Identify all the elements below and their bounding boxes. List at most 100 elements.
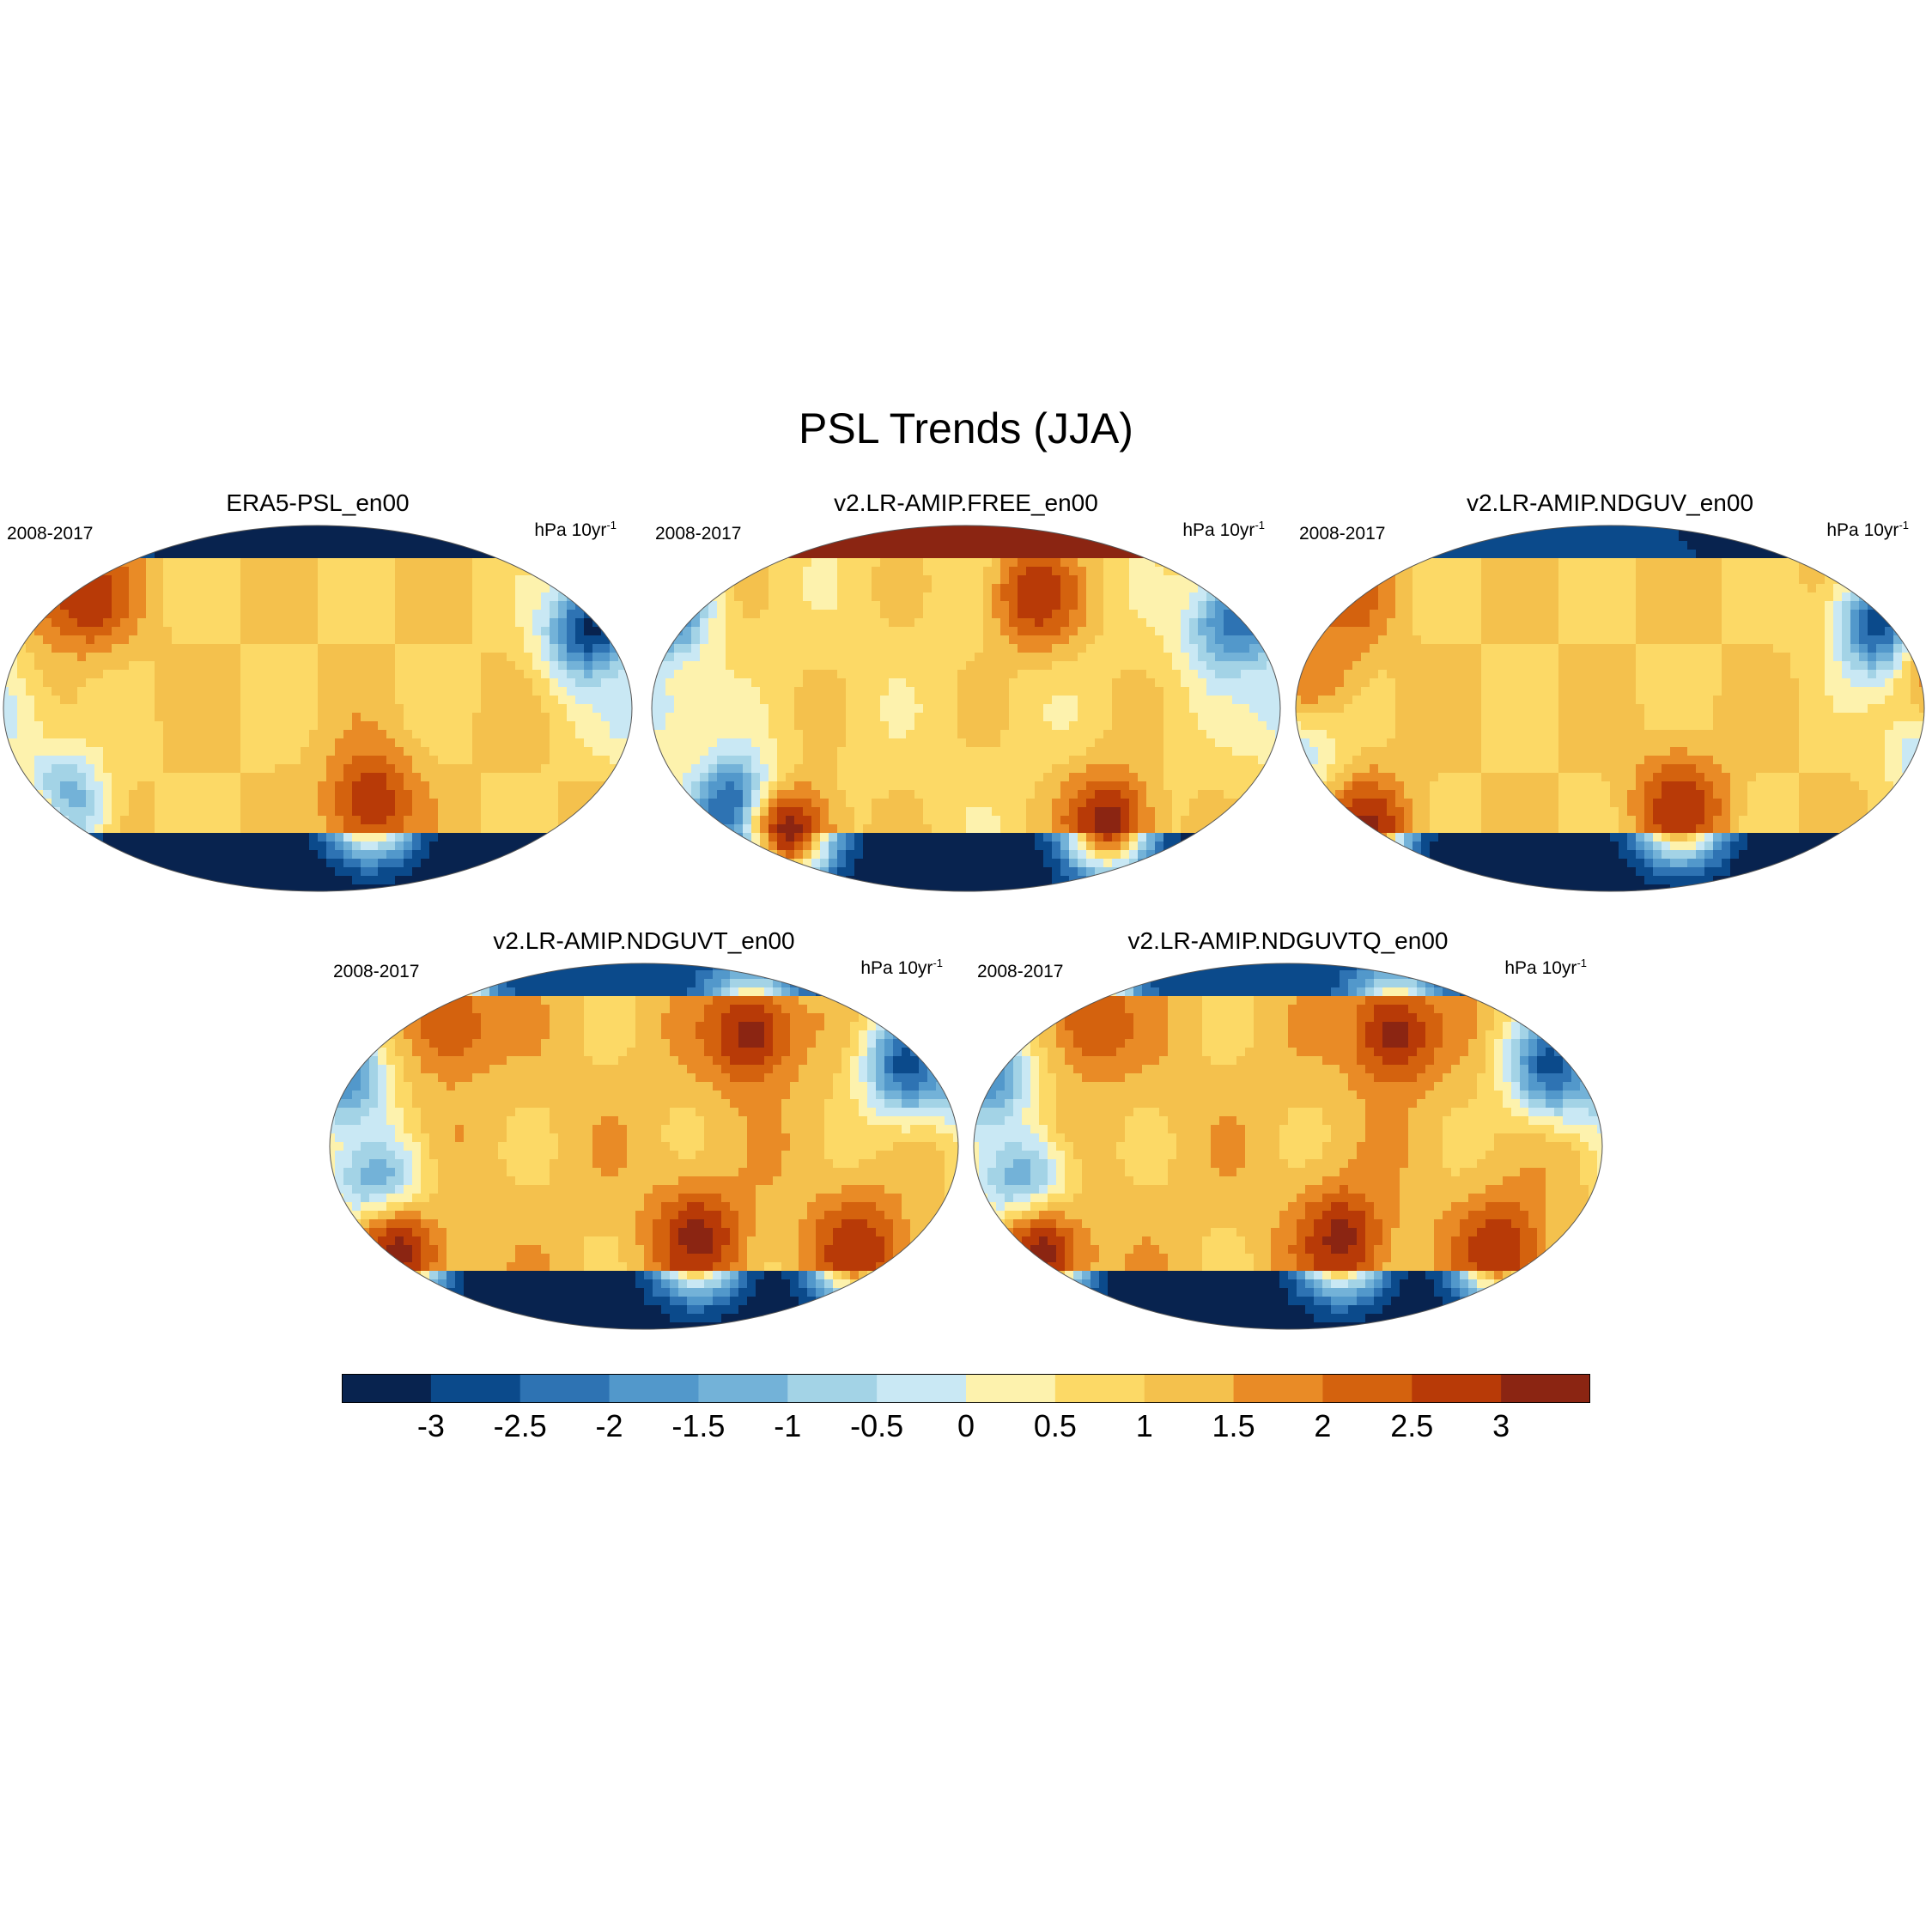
- trend-cell: [515, 550, 525, 559]
- trend-cell: [34, 670, 44, 679]
- trend-cell: [94, 644, 104, 653]
- trend-cell: [9, 644, 18, 653]
- trend-cell: [567, 833, 576, 842]
- trend-cell: [240, 661, 250, 671]
- trend-cell: [584, 841, 593, 851]
- trend-cell: [421, 670, 430, 679]
- trend-cell: [343, 756, 353, 765]
- trend-cell: [69, 687, 78, 696]
- trend-cell: [455, 781, 465, 791]
- trend-cell: [786, 704, 795, 714]
- trend-cell: [567, 704, 576, 714]
- trend-cell: [700, 601, 709, 611]
- trend-cell: [266, 713, 276, 722]
- trend-cell: [240, 567, 250, 576]
- trend-cell: [146, 807, 155, 817]
- trend-cell: [386, 592, 396, 602]
- trend-cell: [129, 678, 138, 688]
- trend-cell: [592, 816, 602, 825]
- trend-cell: [43, 713, 52, 722]
- trend-cell: [541, 670, 550, 679]
- trend-cell: [180, 635, 190, 645]
- trend-cell: [215, 627, 224, 636]
- trend-cell: [592, 584, 602, 593]
- trend-cell: [1241, 687, 1250, 696]
- trend-cell: [1069, 687, 1078, 696]
- trend-cell: [1035, 558, 1044, 568]
- trend-cell: [240, 601, 250, 611]
- trend-cell: [429, 532, 439, 542]
- trend-cell: [1060, 532, 1070, 542]
- trend-cell: [163, 618, 173, 628]
- trend-cell: [120, 859, 130, 868]
- trend-cell: [60, 532, 70, 542]
- trend-cell: [129, 867, 138, 877]
- trend-cell: [343, 764, 353, 774]
- trend-cell: [1103, 644, 1113, 653]
- trend-cell: [1241, 635, 1250, 645]
- trend-cell: [592, 799, 602, 808]
- trend-cell: [1035, 696, 1044, 705]
- trend-cell: [378, 592, 387, 602]
- trend-cell: [863, 687, 872, 696]
- trend-cell: [584, 756, 593, 765]
- trend-cell: [180, 610, 190, 619]
- trend-cell: [550, 713, 559, 722]
- trend-cell: [129, 816, 138, 825]
- trend-cell: [335, 601, 344, 611]
- trend-cell: [1052, 687, 1061, 696]
- trend-cell: [524, 644, 533, 653]
- trend-cell: [906, 635, 915, 645]
- trend-cell: [309, 567, 319, 576]
- trend-cell: [172, 584, 181, 593]
- trend-cell: [558, 773, 568, 782]
- trend-cell: [103, 721, 112, 731]
- trend-cell: [880, 635, 890, 645]
- trend-cell: [1163, 610, 1173, 619]
- trend-cell: [232, 627, 241, 636]
- trend-cell: [665, 567, 675, 576]
- trend-cell: [240, 670, 250, 679]
- trend-cell: [584, 773, 593, 782]
- trend-cell: [180, 730, 190, 739]
- trend-cell: [889, 558, 898, 568]
- trend-cell: [94, 730, 104, 739]
- trend-cell: [464, 824, 473, 834]
- trend-cell: [1095, 687, 1104, 696]
- trend-cell: [60, 661, 70, 671]
- trend-cell: [94, 635, 104, 645]
- trend-cell: [498, 592, 507, 602]
- trend-cell: [77, 730, 87, 739]
- trend-cell: [240, 618, 250, 628]
- trend-cell: [837, 618, 847, 628]
- trend-cell: [558, 575, 568, 585]
- trend-cell: [1249, 653, 1259, 662]
- trend-cell: [743, 567, 752, 576]
- trend-cell: [361, 532, 370, 542]
- trend-cell: [1275, 696, 1280, 705]
- trend-cell: [412, 721, 422, 731]
- trend-cell: [343, 738, 353, 748]
- trend-cell: [1069, 678, 1078, 688]
- trend-cell: [94, 884, 104, 891]
- trend-cell: [515, 730, 525, 739]
- trend-cell: [232, 567, 241, 576]
- trend-cell: [618, 644, 628, 653]
- trend-cell: [343, 721, 353, 731]
- trend-cell: [378, 850, 387, 860]
- trend-cell: [932, 558, 941, 568]
- trend-cell: [975, 532, 984, 542]
- trend-cell: [215, 635, 224, 645]
- trend-cell: [318, 799, 327, 808]
- trend-cell: [751, 541, 761, 550]
- trend-cell: [343, 567, 353, 576]
- trend-cell: [923, 661, 933, 671]
- trend-cell: [361, 704, 370, 714]
- trend-cell: [172, 721, 181, 731]
- trend-cell: [1275, 661, 1280, 671]
- trend-cell: [777, 610, 787, 619]
- trend-cell: [575, 526, 585, 533]
- trend-cell: [129, 627, 138, 636]
- trend-cell: [429, 661, 439, 671]
- trend-cell: [541, 884, 550, 891]
